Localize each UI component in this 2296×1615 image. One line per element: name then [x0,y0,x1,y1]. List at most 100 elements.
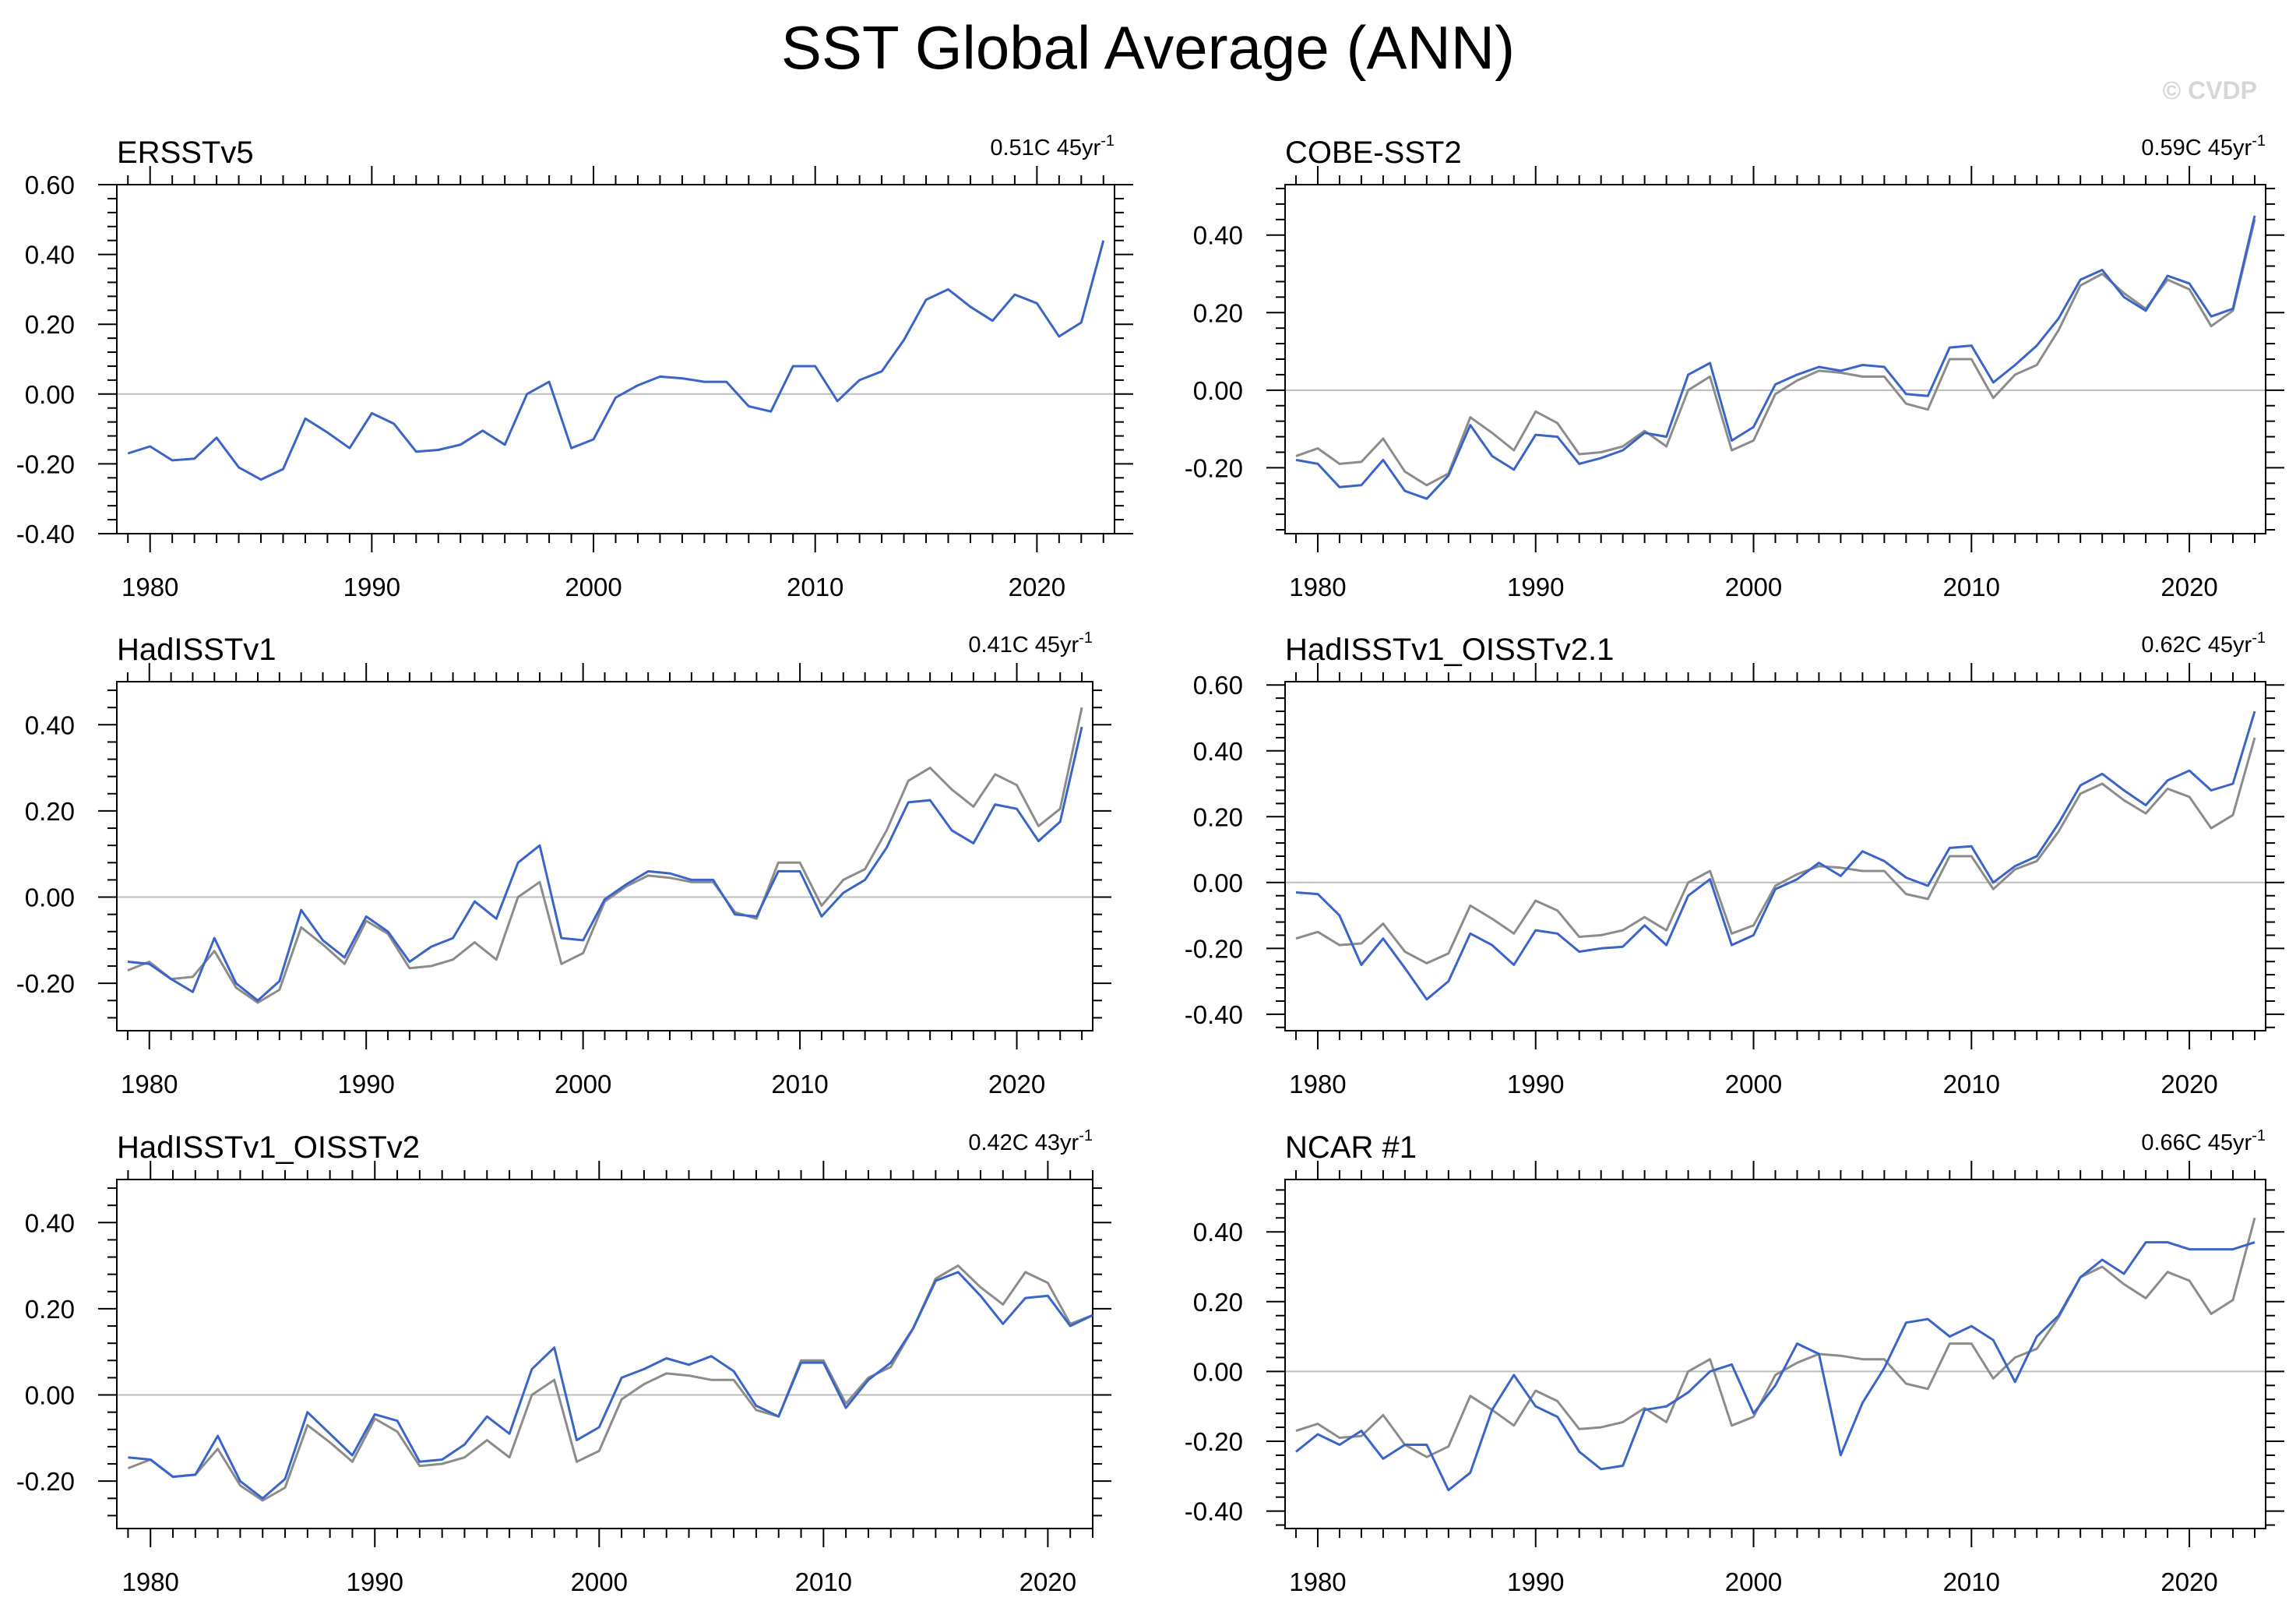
series-line-primary [1295,711,2256,1001]
x-tick-label: 2020 [988,1070,1045,1098]
x-tick-label: 2000 [1725,1567,1782,1596]
trend-value: 0.59C 45yr [2141,136,2252,160]
figure-title: SST Global Average (ANN) [781,13,1515,82]
x-tick-label: 2000 [555,1070,611,1098]
trend-value: 0.66C 45yr [2141,1130,2252,1155]
y-tick-label: -0.20 [16,969,75,998]
y-tick-label: 0.60 [1193,671,1243,700]
trend-exponent: -1 [1079,629,1093,647]
y-tick-label: 0.40 [25,241,75,270]
trend-exponent: -1 [1079,1127,1093,1144]
y-tick-label: 0.40 [1193,737,1243,766]
y-tick-label: 0.00 [25,1381,75,1410]
y-tick-label: 0.40 [25,711,75,739]
panel-4: HadISSTv1_OISSTv2.1 0.62C 45yr-1 1980 1990 2… [1185,629,2284,1098]
series-line-reference [1295,219,2256,487]
series-line-primary [1295,215,2256,500]
trend-label: 0.51C 45yr-1 [990,132,1115,160]
x-tick-label: 2000 [1725,573,1782,601]
y-tick-label: -0.20 [1185,1427,1243,1456]
x-tick-label: 1990 [343,573,400,601]
panel-1: ERSSTv5 0.51C 45yr-1 1980 1990 2000 2010 2020 -… [16,132,1133,601]
x-tick-label: 2010 [1943,1567,2000,1596]
trend-value: 0.41C 45yr [968,633,1079,658]
trend-label: 0.62C 45yr-1 [2141,629,2266,658]
y-tick-label: 0.00 [1193,869,1243,897]
plot-frame [116,184,1115,534]
x-tick-label: 1990 [347,1567,403,1596]
plot-frame [116,681,1093,1031]
series-line-primary [128,1271,1093,1500]
y-tick-label: 0.20 [1193,1288,1243,1317]
x-tick-label: 1990 [1507,1567,1564,1596]
series-line-primary [1295,1241,2256,1492]
y-tick-label: 0.00 [1193,1357,1243,1386]
panel-3: HadISSTv1 0.41C 45yr-1 1980 1990 2000 2010 202… [16,629,1111,1098]
x-tick-label: 2000 [1725,1070,1782,1098]
panel-title: HadISSTv1 [117,633,276,667]
y-tick-label: -0.40 [1185,1497,1243,1526]
series-line-reference [127,707,1083,1004]
panel-6: NCAR #1 0.66C 45yr-1 1980 1990 2000 2010 2020 -… [1185,1127,2284,1596]
series-line-reference [127,1264,1093,1502]
x-tick-label: 1990 [338,1070,395,1098]
y-tick-label: -0.20 [1185,934,1243,963]
y-tick-label: 0.20 [1193,802,1243,831]
x-tick-label: 2000 [565,573,622,601]
trend-exponent: -1 [2252,629,2266,647]
series-line-reference [1295,1217,2256,1458]
trend-exponent: -1 [1100,132,1115,150]
x-tick-label: 1980 [1289,1567,1346,1596]
y-tick-label: -0.40 [1185,1000,1243,1029]
x-tick-label: 1980 [121,573,178,601]
y-tick-label: 0.00 [25,883,75,912]
y-tick-label: 0.20 [25,1295,75,1324]
series-line-primary [127,240,1105,481]
panel-title: NCAR #1 [1285,1130,1417,1165]
y-tick-label: 0.60 [25,171,75,199]
plot-frame [116,1179,1093,1529]
panel-title: ERSSTv5 [117,136,254,170]
trend-value: 0.62C 45yr [2141,633,2252,658]
x-tick-label: 1980 [1289,1070,1346,1098]
x-tick-label: 2020 [2160,1070,2217,1098]
trend-value: 0.51C 45yr [990,136,1100,160]
y-tick-label: 0.40 [1193,1218,1243,1247]
panel-5: HadISSTv1_OISSTv2 0.42C 43yr-1 1980 1990 200… [16,1127,1111,1596]
y-tick-label: -0.20 [16,450,75,478]
trend-label: 0.42C 43yr-1 [968,1127,1093,1155]
y-tick-label: 0.20 [1193,298,1243,327]
x-tick-label: 2000 [571,1567,628,1596]
trend-exponent: -1 [2252,1127,2266,1144]
x-tick-label: 2020 [2160,573,2217,601]
trend-exponent: -1 [2252,132,2266,150]
trend-value: 0.42C 43yr [968,1130,1079,1155]
panel-title: HadISSTv1_OISSTv2.1 [1285,633,1614,667]
x-tick-label: 2020 [1019,1567,1076,1596]
panel-title: COBE-SST2 [1285,136,1462,170]
x-tick-label: 2010 [1943,1070,2000,1098]
trend-label: 0.59C 45yr-1 [2141,132,2266,160]
x-tick-label: 1980 [1289,573,1346,601]
y-tick-label: 0.20 [25,797,75,826]
y-tick-label: 0.00 [25,380,75,409]
y-tick-label: -0.20 [16,1467,75,1496]
x-tick-label: 1990 [1507,573,1564,601]
x-tick-label: 1980 [121,1070,178,1098]
plot-frame [1284,1179,2266,1529]
trend-label: 0.66C 45yr-1 [2141,1127,2266,1155]
y-tick-label: -0.40 [16,520,75,548]
y-tick-label: -0.20 [1185,453,1243,482]
watermark: © CVDP [2163,76,2257,104]
plot-frame [1284,681,2266,1031]
x-tick-label: 2010 [1943,573,2000,601]
x-tick-label: 1980 [121,1567,178,1596]
trend-label: 0.41C 45yr-1 [968,629,1093,658]
x-tick-label: 2010 [795,1567,852,1596]
panel-title: HadISSTv1_OISSTv2 [117,1130,420,1165]
x-tick-label: 2010 [787,573,843,601]
y-tick-label: 0.40 [1193,221,1243,250]
x-tick-label: 2010 [771,1070,828,1098]
